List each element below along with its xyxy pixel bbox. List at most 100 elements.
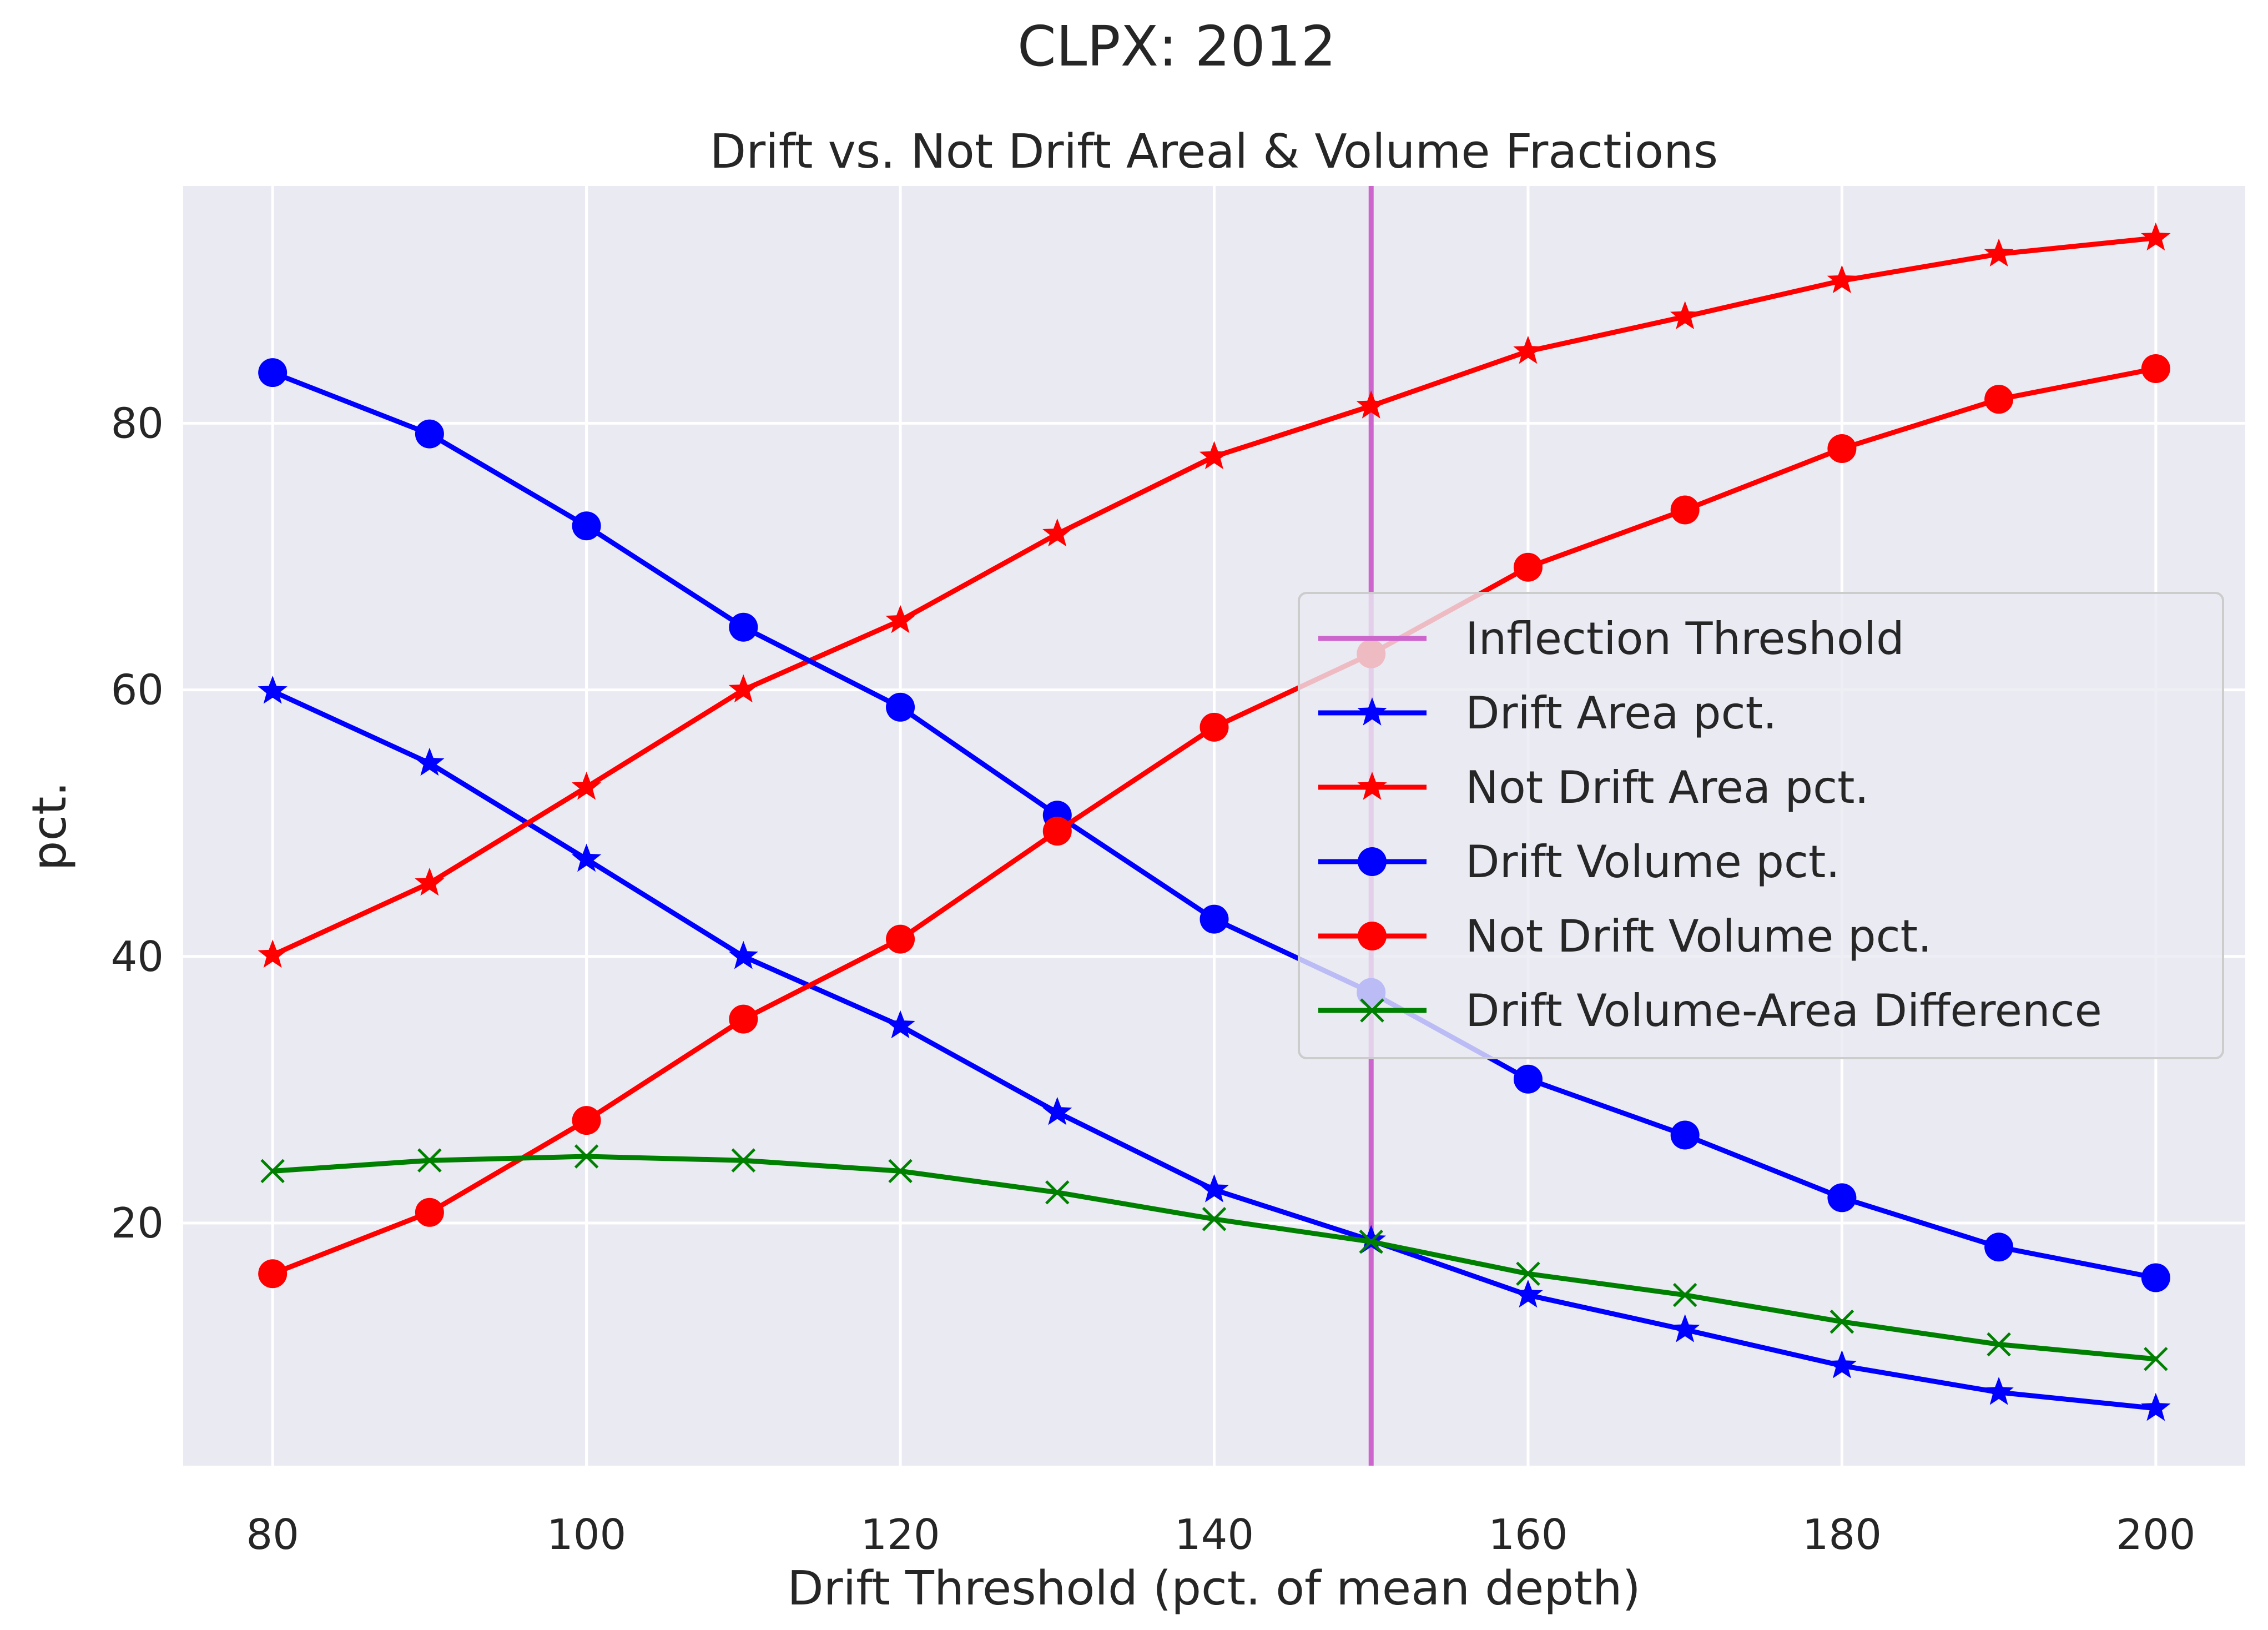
data-point (415, 419, 444, 449)
legend-label: Inflection Threshold (1465, 613, 1904, 665)
data-point (2141, 1392, 2171, 1421)
data-point (1984, 1232, 2014, 1262)
data-point (1984, 385, 2014, 414)
data-point (572, 771, 602, 800)
data-point (728, 940, 758, 969)
data-point (1359, 1229, 1383, 1254)
y-axis-label: pct. (22, 781, 77, 871)
data-point (731, 1148, 756, 1173)
data-point (1827, 434, 1857, 464)
legend-marker (1358, 922, 1387, 950)
legend-marker (1358, 847, 1387, 876)
data-point (729, 1004, 758, 1034)
data-point (260, 1159, 285, 1184)
y-tick-label: 60 (111, 666, 164, 715)
legend: Inflection Threshold Drift Area pct. Not D… (1298, 592, 2224, 1059)
data-point (2144, 1347, 2168, 1371)
data-point (1827, 1183, 1857, 1213)
data-point (1513, 1279, 1543, 1308)
data-point (728, 674, 758, 703)
data-point (1042, 1096, 1072, 1125)
y-tick-label: 40 (111, 932, 164, 981)
series-not-drift-area-pct (258, 222, 2171, 968)
data-point (1827, 1350, 1857, 1379)
data-point (2141, 354, 2170, 383)
legend-marker (1357, 772, 1387, 800)
data-point (1670, 1314, 1700, 1342)
legend-label: Not Drift Volume pct. (1465, 910, 1932, 962)
data-point (2141, 222, 2171, 251)
data-point (2141, 1263, 2170, 1292)
data-point (1199, 1174, 1229, 1203)
data-point (572, 843, 602, 872)
data-point (1356, 390, 1386, 419)
data-point (1987, 1332, 2011, 1357)
series (258, 186, 2171, 1466)
legend-entry: Not Drift Volume pct. (1318, 910, 1932, 962)
data-point (885, 1010, 915, 1039)
series-drift-area-pct (258, 676, 2171, 1421)
legend-label: Drift Area pct. (1465, 687, 1777, 739)
data-point (1672, 1282, 1697, 1307)
data-point (1513, 552, 1543, 582)
legend-marker (1357, 697, 1387, 726)
data-point (1199, 441, 1229, 470)
x-tick-label: 120 (860, 1510, 940, 1559)
data-point (572, 511, 601, 541)
data-point (258, 676, 288, 704)
tick-labels: 80 100 120 140 160 180 200 20 40 60 80 (111, 399, 2196, 1559)
data-point (572, 1106, 601, 1135)
data-point (574, 1144, 599, 1169)
data-point (1829, 1309, 1854, 1334)
data-point (415, 747, 445, 776)
x-tick-label: 180 (1802, 1510, 1882, 1559)
data-point (885, 605, 915, 633)
legend-entry: Not Drift Area pct. (1318, 762, 1869, 813)
x-tick-label: 80 (246, 1510, 299, 1559)
data-point (1202, 1207, 1227, 1231)
legend-entry: Inflection Threshold (1318, 613, 1904, 665)
data-point (886, 924, 915, 954)
data-point (1984, 238, 2014, 267)
data-point (1042, 518, 1072, 547)
data-point (1670, 495, 1700, 525)
y-tick-label: 80 (111, 399, 164, 447)
x-tick-label: 160 (1488, 1510, 1568, 1559)
data-point (886, 692, 915, 722)
series-drift-volume-area-difference (260, 1144, 2168, 1371)
chart-suptitle: CLPX: 2012 (1017, 14, 1336, 79)
data-point (1199, 904, 1229, 934)
legend-label: Not Drift Area pct. (1465, 762, 1869, 813)
legend-label: Drift Volume-Area Difference (1465, 985, 2102, 1037)
x-tick-label: 100 (547, 1510, 626, 1559)
data-point (729, 612, 758, 642)
data-point (1042, 817, 1072, 846)
data-point (1516, 1261, 1540, 1286)
legend-entry: Drift Volume-Area Difference (1318, 985, 2102, 1037)
data-point (415, 867, 445, 896)
data-point (1356, 1225, 1386, 1253)
x-axis-label: Drift Threshold (pct. of mean depth) (787, 1561, 1641, 1616)
data-point (1045, 1180, 1070, 1205)
legend-label: Drift Volume pct. (1465, 836, 1840, 888)
data-point (1670, 301, 1700, 329)
data-point (1199, 712, 1229, 742)
legend-entry: Drift Area pct. (1318, 687, 1777, 739)
data-point (1513, 335, 1543, 364)
data-point (1670, 1120, 1700, 1150)
legend-entry: Drift Volume pct. (1318, 836, 1840, 888)
data-point (258, 358, 288, 388)
legend-marker (1360, 998, 1384, 1023)
data-point (258, 939, 288, 968)
data-point (1513, 1064, 1543, 1094)
data-point (1984, 1376, 2014, 1405)
x-tick-label: 200 (2116, 1510, 2195, 1559)
chart-title: Drift vs. Not Drift Areal & Volume Fract… (710, 124, 1718, 179)
data-point (415, 1198, 444, 1227)
y-tick-label: 20 (111, 1199, 164, 1247)
data-point (888, 1159, 913, 1184)
x-tick-label: 140 (1175, 1510, 1254, 1559)
legend-box (1298, 592, 2224, 1059)
data-point (1827, 265, 1857, 294)
